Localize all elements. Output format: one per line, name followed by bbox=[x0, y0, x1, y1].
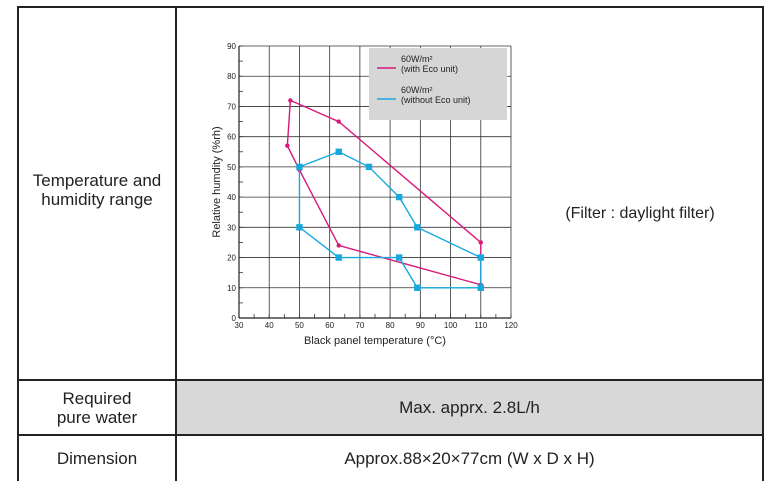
series-with-eco-unit bbox=[285, 98, 483, 287]
y-tick-label: 0 bbox=[232, 314, 237, 323]
data-point bbox=[335, 254, 342, 261]
data-point bbox=[288, 98, 293, 103]
y-tick-label: 60 bbox=[227, 133, 236, 142]
data-point bbox=[296, 163, 303, 171]
table-row-divider-1 bbox=[17, 379, 764, 381]
x-tick-label: 40 bbox=[265, 321, 274, 330]
data-point bbox=[395, 254, 403, 261]
table-row-divider-2 bbox=[17, 434, 764, 436]
data-point bbox=[365, 163, 373, 171]
data-point bbox=[477, 284, 484, 291]
chart-axes: 30 40 50 60 70 80 90 100 110 120 0 10 20 30 40 50 60 70 80… bbox=[211, 42, 518, 347]
legend-label: (with Eco unit) bbox=[401, 64, 458, 74]
x-tick-label: 70 bbox=[355, 321, 364, 330]
chart-series bbox=[285, 98, 484, 291]
series-without-eco-unit bbox=[296, 148, 484, 291]
y-axis-label: Relative humdity (%rh) bbox=[211, 126, 223, 237]
legend-box bbox=[369, 48, 507, 120]
y-tick-label: 20 bbox=[227, 254, 236, 263]
data-point bbox=[477, 254, 484, 261]
x-tick-label: 50 bbox=[295, 321, 304, 330]
data-point bbox=[336, 243, 341, 248]
series-line bbox=[298, 151, 482, 289]
y-tick-label: 90 bbox=[227, 42, 236, 51]
legend-label: 60W/m² bbox=[401, 54, 433, 64]
table-border-top bbox=[17, 6, 764, 8]
legend-label: (without Eco unit) bbox=[401, 95, 471, 105]
x-tick-label: 90 bbox=[416, 321, 425, 330]
pure-water-value: Max. apprx. 2.8L/h bbox=[176, 380, 763, 435]
y-tick-label: 10 bbox=[227, 284, 236, 293]
x-tick-label: 80 bbox=[386, 321, 395, 330]
chart-grid bbox=[238, 45, 512, 319]
legend-label: 60W/m² bbox=[401, 85, 433, 95]
data-point bbox=[297, 167, 302, 173]
y-tick-label: 40 bbox=[227, 193, 236, 202]
x-tick-label: 120 bbox=[504, 321, 518, 330]
data-point bbox=[335, 148, 342, 155]
y-tick-label: 80 bbox=[227, 72, 236, 81]
table-border-right bbox=[762, 6, 764, 481]
data-point bbox=[296, 224, 303, 231]
data-point bbox=[478, 282, 483, 287]
temperature-humidity-label: Temperature and humidity range bbox=[32, 171, 162, 209]
data-point bbox=[395, 193, 403, 201]
dimension-value: Approx.88×20×77cm (W x D x H) bbox=[344, 448, 595, 468]
series-line bbox=[286, 99, 482, 286]
data-point bbox=[478, 240, 483, 245]
x-tick-label: 110 bbox=[474, 321, 487, 330]
x-tick-label: 100 bbox=[444, 321, 458, 330]
y-tick-label: 70 bbox=[227, 102, 236, 111]
y-tick-label: 50 bbox=[227, 163, 236, 172]
x-axis-label: Black panel temperature (°C) bbox=[304, 335, 446, 347]
x-tick-label: 60 bbox=[325, 321, 334, 330]
pure-water-value-text: Max. apprx. 2.8L/h bbox=[399, 397, 540, 417]
table-column-divider bbox=[175, 6, 177, 481]
filter-note: (Filter : daylight filter) bbox=[565, 205, 715, 222]
data-point bbox=[336, 119, 341, 124]
y-tick-label: 30 bbox=[227, 223, 236, 232]
dimension-label: Dimension bbox=[56, 449, 138, 468]
x-tick-label: 30 bbox=[235, 321, 244, 330]
chart-legend: 60W/m²(with Eco unit)60W/m²(without Eco … bbox=[369, 48, 507, 120]
data-point bbox=[285, 143, 290, 148]
data-point bbox=[414, 284, 421, 291]
pure-water-label: Required pure water bbox=[56, 388, 138, 427]
table-border-left bbox=[17, 6, 19, 481]
data-point bbox=[414, 224, 421, 231]
